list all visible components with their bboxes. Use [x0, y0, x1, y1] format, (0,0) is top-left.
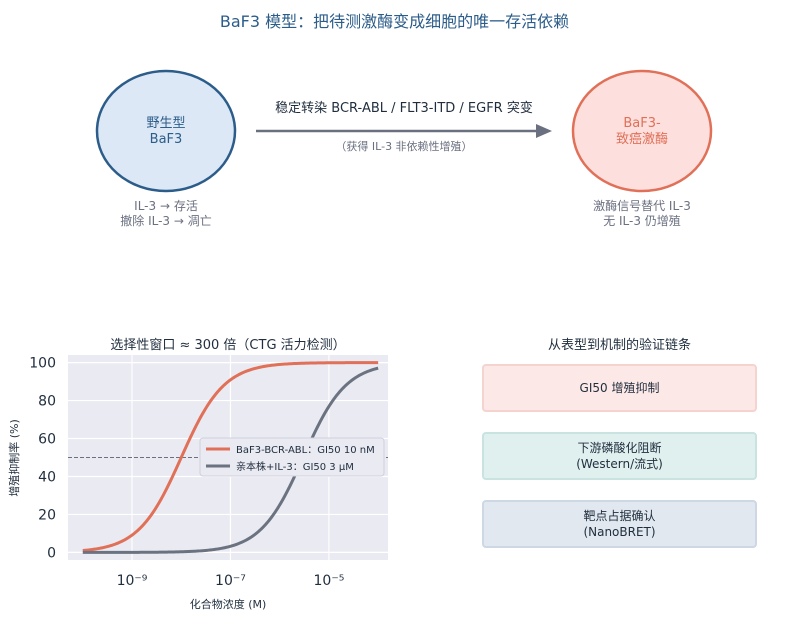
- arrow-sublabel: （获得 IL-3 非依赖性增殖）: [335, 140, 473, 153]
- y-tick-label: 60: [38, 432, 56, 448]
- y-tick-label: 0: [47, 545, 56, 561]
- flow-diagram: [95, 69, 713, 193]
- legend-entry: BaF3-BCR-ABL：GI50 10 nM: [236, 445, 375, 456]
- wild-type-note: IL-3 → 存活 撤除 IL-3 → 凋亡: [120, 199, 212, 228]
- transfection-arrow-head: [536, 124, 552, 138]
- oncogenic-node: [571, 69, 713, 193]
- arrow-label: 稳定转染 BCR-ABL / FLT3-ITD / EGFR 突变: [275, 101, 533, 116]
- x-tick-label: 10⁻⁷: [215, 573, 246, 589]
- chain-title: 从表型到机制的验证链条: [547, 338, 691, 353]
- y-tick-label: 20: [38, 507, 56, 523]
- chart-title: 选择性窗口 ≈ 300 倍（CTG 活力检测）: [110, 338, 346, 353]
- x-tick-label: 10⁻⁵: [314, 573, 345, 589]
- legend-box: [199, 437, 385, 477]
- curve-baf3-bcr-abl: [82, 361, 379, 553]
- oncogenic-note: 激酶信号替代 IL-3 无 IL-3 仍增殖: [593, 199, 691, 228]
- wild-type-label: 野生型 BaF3: [146, 116, 186, 147]
- oncogenic-label: BaF3- 致癌激酶: [615, 116, 668, 147]
- chart-legend: BaF3-BCR-ABL：GI50 10 nM 亲本株+IL-3：GI50 3 μ…: [199, 437, 385, 477]
- y-tick-label: 80: [38, 394, 56, 410]
- wild-type-node: [95, 69, 237, 193]
- curve-parental-il3: [82, 366, 379, 554]
- dose-response-chart: 0 20 40 60 80 100 10⁻⁹ 10⁻⁷ 10⁻⁵ 化合物浓度 (M) 增殖抑制…: [7, 355, 388, 611]
- chain-step-target: 靶点占据确认 (NanoBRET): [482, 500, 757, 548]
- y-tick-label: 100: [29, 356, 56, 372]
- y-axis-label: 增殖抑制率 (%): [7, 419, 21, 497]
- chain-step-phospho: 下游磷酸化阻断 (Western/流式): [482, 432, 757, 480]
- page-title: BaF3 模型：把待测激酶变成细胞的唯一存活依赖: [219, 12, 570, 31]
- x-axis-label: 化合物浓度 (M): [190, 597, 267, 611]
- legend-entry: 亲本株+IL-3：GI50 3 μM: [236, 460, 354, 473]
- x-tick-label: 10⁻⁹: [117, 573, 148, 589]
- y-tick-label: 40: [38, 469, 56, 485]
- chain-step-gi50: GI50 增殖抑制: [482, 364, 757, 412]
